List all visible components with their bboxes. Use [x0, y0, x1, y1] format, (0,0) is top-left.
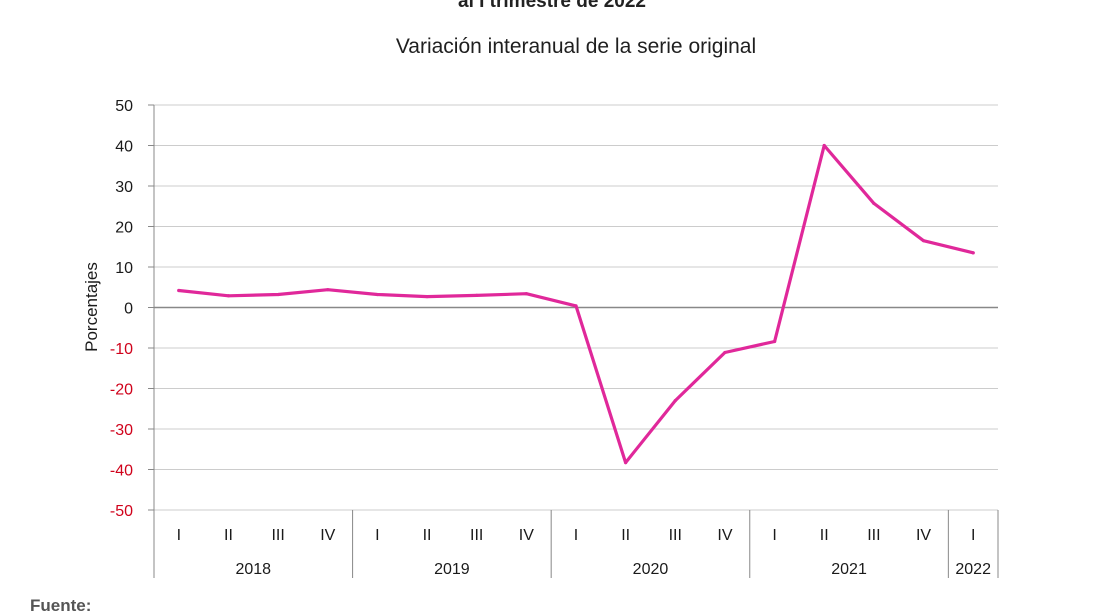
x-category-label: III	[669, 527, 682, 544]
series-line	[177, 143, 975, 465]
data-point	[226, 294, 231, 298]
x-category-label: III	[867, 527, 880, 544]
data-point	[723, 350, 727, 355]
y-tick-label: -20	[110, 382, 133, 399]
data-point	[326, 288, 330, 292]
data-point	[574, 304, 578, 308]
data-point	[624, 461, 628, 465]
data-point	[276, 292, 280, 297]
y-tick-label: 40	[115, 139, 133, 156]
x-category-label: I	[971, 527, 975, 544]
x-category-label: I	[177, 527, 181, 544]
data-point	[475, 293, 479, 297]
y-tick-label: -50	[110, 503, 133, 520]
series-line-path	[177, 143, 975, 465]
chart-main-title: al I trimestre de 2022	[458, 0, 646, 12]
x-category-label: II	[423, 527, 432, 544]
x-category-label: IV	[717, 527, 732, 544]
x-year-label: 2022	[955, 561, 991, 578]
y-tick-label: 20	[115, 220, 133, 237]
x-category-label: III	[470, 527, 483, 544]
y-tick-label: 10	[115, 260, 133, 277]
data-point	[872, 201, 876, 206]
source-label: Fuente:	[30, 596, 92, 615]
y-axis-label: Porcentajes	[82, 262, 101, 352]
x-year-label: 2018	[235, 561, 271, 578]
x-category-label: I	[375, 527, 379, 544]
x-category-label: I	[772, 527, 776, 544]
data-point	[425, 294, 429, 299]
chart-subtitle: Variación interanual de la serie origina…	[395, 35, 757, 58]
x-category-label: III	[271, 527, 284, 544]
data-point	[375, 292, 380, 297]
y-tick-label: 50	[115, 98, 133, 115]
data-point	[971, 251, 975, 255]
x-year-label: 2021	[831, 561, 867, 578]
y-tick-label: -10	[110, 341, 133, 358]
x-year-label: 2019	[434, 561, 470, 578]
data-point	[921, 239, 926, 243]
x-category-label: II	[621, 527, 630, 544]
x-category-label: IV	[519, 527, 534, 544]
x-year-label: 2020	[633, 561, 669, 578]
x-category-label: II	[820, 527, 829, 544]
x-category-label: II	[224, 527, 233, 544]
x-category-label: IV	[916, 527, 931, 544]
data-point	[524, 292, 528, 296]
y-tick-label: 0	[124, 301, 133, 318]
y-tick-label: -40	[110, 463, 133, 480]
x-category-label: IV	[320, 527, 335, 544]
data-point	[177, 288, 181, 293]
data-point	[772, 339, 777, 344]
axes	[148, 104, 999, 578]
y-tick-label: -30	[110, 422, 133, 439]
data-point	[673, 399, 677, 403]
grid-lines	[154, 104, 998, 511]
y-tick-labels: 50 40 30 20 10 0 -10 -20 -30 -40 -50	[110, 98, 133, 520]
x-category-label: I	[574, 527, 578, 544]
data-point	[822, 143, 826, 148]
y-tick-label: 30	[115, 179, 133, 196]
